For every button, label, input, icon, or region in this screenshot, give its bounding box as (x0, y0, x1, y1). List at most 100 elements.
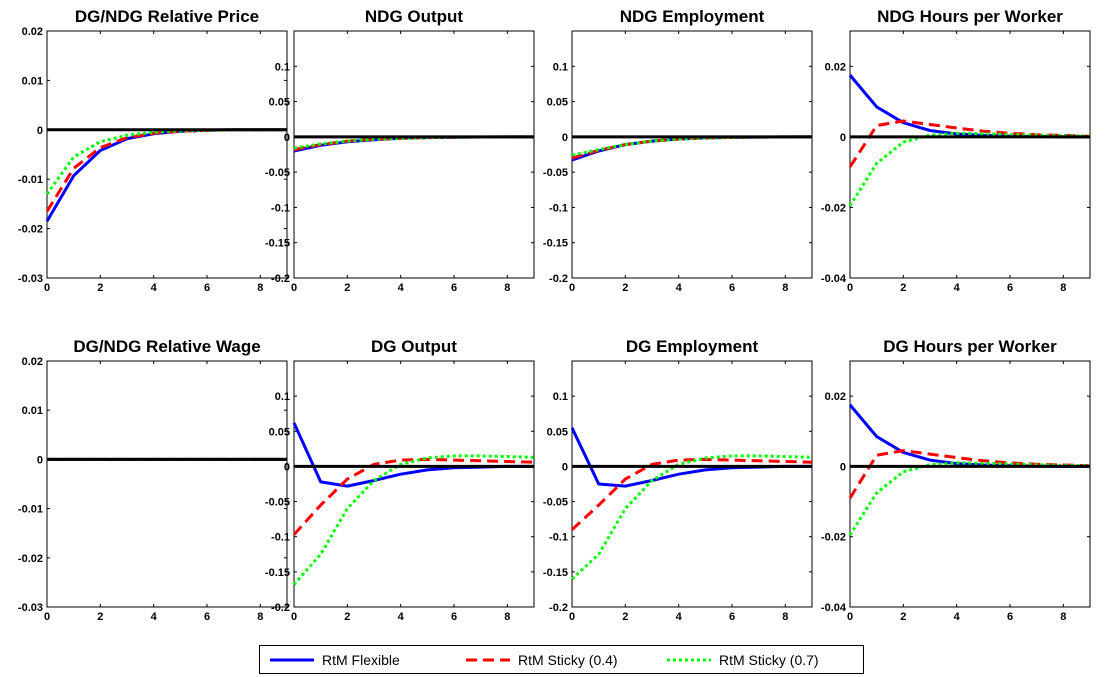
x-tick-label: 4 (954, 282, 961, 294)
panel-ndg-output: NDG Output 0 2 4 6 8 0.1 0.05 0 -0.05 -0.1 -0.15 -0.… (265, 7, 535, 294)
legend-label: RtM Sticky (0.7) (719, 652, 819, 668)
series-line-rtm-sticky-0-4 (570, 457, 813, 531)
series-line-rtm-sticky-0-4 (848, 449, 1091, 499)
plot-area (849, 30, 1091, 279)
x-tick-label: 2 (97, 611, 103, 623)
y-tick-label: 0 (562, 132, 568, 144)
x-tick-label: 4 (676, 282, 683, 294)
plot-area (46, 30, 288, 279)
legend-label: RtM Flexible (322, 652, 400, 668)
x-tick-label: 4 (398, 611, 405, 623)
legend-label: RtM Sticky (0.4) (518, 652, 618, 668)
y-tick-label: -0.15 (265, 238, 290, 250)
legend-swatch-dotted (667, 658, 711, 662)
y-tick-label: -0.02 (18, 224, 43, 236)
x-tick-label: 4 (954, 611, 961, 623)
x-tick-label: 2 (900, 282, 906, 294)
x-tick-label: 4 (151, 282, 158, 294)
series-line-rtm-sticky-0-4 (848, 119, 1091, 168)
series-line-rtm-sticky-0-7 (848, 461, 1091, 536)
x-tick-label: 6 (729, 282, 735, 294)
y-tick-label: -0.05 (265, 167, 290, 179)
y-tick-label: -0.15 (543, 567, 568, 579)
plot-area (293, 30, 535, 279)
x-tick-label: 0 (291, 282, 297, 294)
x-tick-label: 8 (257, 282, 263, 294)
y-tick-label: 0 (284, 461, 290, 473)
panel-dg-ndg-relative-price: DG/NDG Relative Price 0 2 4 6 8 0.02 0.01 0 -0.01… (18, 7, 288, 294)
y-tick-label: -0.1 (549, 202, 568, 214)
panel-title: DG Hours per Worker (883, 337, 1057, 356)
x-tick-label: 8 (257, 611, 263, 623)
y-tick-label: -0.1 (271, 532, 290, 544)
y-tick-label: -0.04 (821, 273, 847, 285)
x-tick-label: 0 (569, 611, 575, 623)
legend-swatch-dashed (466, 658, 510, 662)
y-tick-label: -0.1 (271, 202, 290, 214)
y-tick-label: -0.1 (549, 532, 568, 544)
x-tick-label: 6 (204, 282, 210, 294)
y-tick-label: 0.02 (22, 356, 43, 368)
y-tick-label: -0.03 (18, 273, 43, 285)
panel-ndg-employment: NDG Employment 0 2 4 6 8 0.1 0.05 0 -0.05 -0.1 -0.1… (543, 7, 813, 294)
x-tick-label: 2 (344, 282, 350, 294)
x-tick-label: 6 (729, 611, 735, 623)
x-tick-label: 0 (847, 611, 853, 623)
y-tick-label: -0.05 (265, 497, 290, 509)
x-tick-label: 6 (451, 282, 457, 294)
series-line-rtm-sticky-0-4 (45, 128, 287, 213)
y-tick-label: -0.02 (821, 202, 846, 214)
x-tick-label: 0 (44, 611, 50, 623)
y-tick-label: -0.15 (265, 567, 290, 579)
y-tick-label: -0.05 (543, 497, 568, 509)
series-line-rtm-sticky-0-7 (848, 131, 1091, 207)
y-tick-label: 0.01 (22, 405, 43, 417)
x-tick-label: 6 (204, 611, 210, 623)
x-tick-label: 6 (451, 611, 457, 623)
x-tick-label: 4 (398, 282, 405, 294)
y-tick-label: -0.2 (271, 602, 290, 614)
y-tick-label: 0.05 (547, 97, 568, 109)
panel-title: DG Employment (626, 337, 759, 356)
y-tick-label: 0 (284, 132, 290, 144)
x-tick-label: 8 (504, 611, 510, 623)
y-tick-label: -0.02 (18, 553, 43, 565)
series-line-rtm-sticky-0-7 (571, 135, 812, 157)
plot-area (571, 30, 813, 279)
panel-title: NDG Hours per Worker (877, 7, 1063, 26)
y-tick-label: -0.01 (18, 504, 43, 516)
legend: RtM Flexible RtM Sticky (0.4) RtM Sticky… (259, 645, 864, 674)
x-tick-label: 6 (1007, 282, 1013, 294)
x-tick-label: 2 (344, 611, 350, 623)
y-tick-label: 0.1 (275, 391, 290, 403)
x-tick-label: 8 (782, 282, 788, 294)
x-tick-label: 8 (504, 282, 510, 294)
x-tick-label: 2 (97, 282, 103, 294)
y-tick-label: 0.02 (825, 61, 846, 73)
y-tick-label: -0.03 (18, 602, 43, 614)
y-tick-label: -0.2 (549, 273, 568, 285)
y-tick-label: 0 (562, 461, 568, 473)
panel-dg-ndg-relative-wage: DG/NDG Relative Wage 0 2 4 6 8 0.02 0.01 0 -0.01 -… (18, 337, 288, 623)
y-tick-label: 0 (37, 125, 43, 137)
y-tick-label: -0.2 (271, 273, 290, 285)
y-tick-label: 0.1 (275, 61, 290, 73)
x-tick-label: 4 (676, 611, 683, 623)
y-tick-label: -0.2 (549, 602, 568, 614)
y-tick-label: -0.04 (821, 602, 847, 614)
legend-swatch-solid (270, 658, 314, 662)
panel-title: DG/NDG Relative Price (75, 7, 259, 26)
panel-title: NDG Employment (620, 7, 765, 26)
x-tick-label: 8 (1060, 611, 1066, 623)
panel-title: DG Output (371, 337, 457, 356)
series-line-rtm-sticky-0-7 (292, 454, 535, 586)
x-tick-label: 0 (569, 282, 575, 294)
x-tick-label: 0 (44, 282, 50, 294)
y-tick-label: 0 (840, 461, 846, 473)
y-tick-label: -0.05 (543, 167, 568, 179)
x-tick-label: 8 (782, 611, 788, 623)
x-tick-label: 8 (1060, 282, 1066, 294)
panel-dg-output: DG Output 0 2 4 6 8 0.1 0.05 0 -0.05 -0.1 -0.15 -0.2 (265, 337, 535, 623)
x-tick-label: 4 (151, 611, 158, 623)
